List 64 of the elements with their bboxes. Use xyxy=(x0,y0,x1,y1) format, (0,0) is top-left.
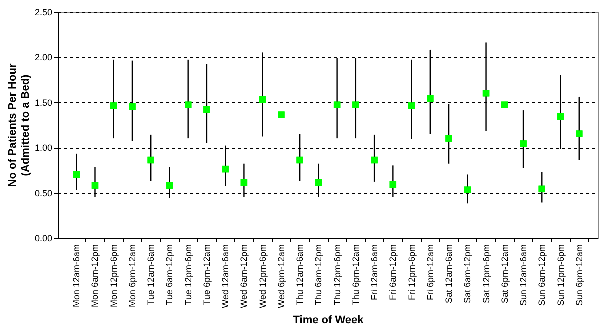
y-tick-label: 0.00 xyxy=(34,234,52,244)
point xyxy=(184,102,192,108)
point xyxy=(427,95,434,102)
x-tick-label: Fri 12pm-6pm xyxy=(406,244,417,301)
point xyxy=(240,180,248,186)
point xyxy=(408,102,416,110)
x-tick-label: Tue 6am-12pm xyxy=(164,244,175,306)
x-tick-label: Fri 6pm-12am xyxy=(425,244,436,301)
x-tick-label: Sun 6am-12pm xyxy=(537,244,548,306)
x-tick-label: Thu 6am-12pm xyxy=(314,244,324,306)
x-tick-label: Wed 12pm-6pm xyxy=(258,244,268,308)
point xyxy=(73,171,80,178)
point xyxy=(520,140,527,148)
x-tick-label: Mon 6pm-12am xyxy=(127,244,138,308)
point xyxy=(538,186,546,193)
y-tick-label: 0.50 xyxy=(34,188,52,198)
y-tick-label: 2.00 xyxy=(34,52,52,63)
point xyxy=(222,166,229,173)
x-tick-label: Thu 12pm-6pm xyxy=(332,244,342,306)
point xyxy=(482,90,490,97)
point xyxy=(446,135,452,142)
point xyxy=(92,182,99,189)
point xyxy=(296,156,304,164)
point xyxy=(390,181,397,188)
y-tick-label: 1.00 xyxy=(34,143,52,154)
x-tick-label: Sat 6pm-12am xyxy=(500,244,510,304)
x-tick-label: Fri 12am-6am xyxy=(370,244,380,301)
x-tick-label: Wed 6am-12pm xyxy=(239,244,250,308)
point xyxy=(278,112,285,118)
x-tick-label: Wed 12am-6am xyxy=(220,244,231,308)
point xyxy=(110,102,118,110)
x-tick-label: Tue 12am-6am xyxy=(146,244,156,306)
y-tick-label: 2.50 xyxy=(34,8,52,18)
x-tick-label: Mon 12am-6am xyxy=(72,244,82,308)
point xyxy=(557,114,564,120)
point xyxy=(334,102,341,108)
point xyxy=(315,180,322,186)
point xyxy=(259,96,266,104)
y-axis-title: No of Patients Per Hour (Admitted to a Bed) xyxy=(6,63,32,188)
x-tick-label: Sun 6pm-12am xyxy=(574,244,584,306)
x-tick-label: Sat 12pm-6pm xyxy=(481,244,492,304)
x-tick-label: Tue 12pm-6pm xyxy=(183,244,194,306)
x-tick-label: Mon 6am-12pm xyxy=(90,244,100,308)
x-tick-label: Thu 12am-6am xyxy=(295,244,306,306)
point xyxy=(371,156,378,164)
x-tick-label: Sun 12am-6am xyxy=(518,244,529,306)
point xyxy=(166,182,174,189)
x-tick-label: Wed 6pm-12am xyxy=(276,244,286,308)
x-tick-label: Fri 6am-12pm xyxy=(388,244,398,301)
point xyxy=(129,104,136,110)
point xyxy=(464,186,472,194)
point xyxy=(502,102,508,108)
x-tick-label: Sat 6am-12pm xyxy=(462,244,473,304)
x-tick-label: Sun 12pm-6pm xyxy=(556,244,566,306)
point xyxy=(204,106,210,113)
point xyxy=(576,130,583,138)
x-tick-label: Mon 12pm-6pm xyxy=(108,244,119,308)
y-tick-label: 1.50 xyxy=(34,98,52,108)
x-tick-label: Tue 6pm-12am xyxy=(202,244,212,306)
point xyxy=(352,102,360,108)
x-tick-label: Sat 12am-6am xyxy=(444,244,454,304)
point xyxy=(148,156,154,164)
x-axis-title: Time of Week xyxy=(293,314,365,326)
x-tick-label: Thu 6pm-12am xyxy=(350,244,361,306)
